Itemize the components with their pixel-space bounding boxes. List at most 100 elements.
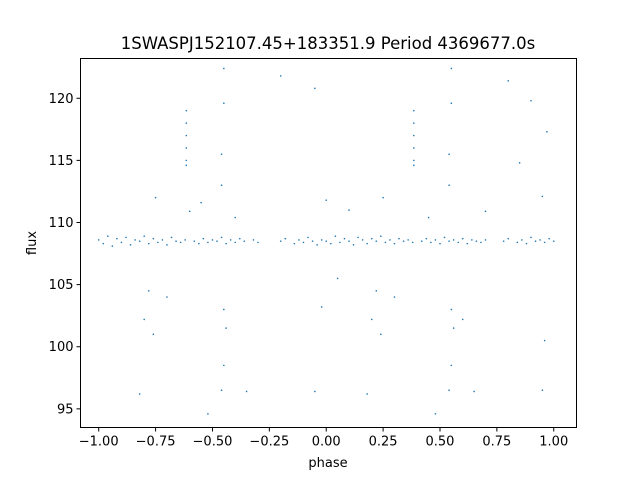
data-point: [393, 296, 396, 298]
data-point: [448, 184, 450, 187]
data-point: [393, 242, 396, 245]
x-tick-label: −0.50: [193, 435, 233, 450]
chart-title: 1SWASPJ152107.45+183351.9 Period 4369677…: [121, 34, 536, 53]
data-point: [457, 241, 459, 244]
data-point: [325, 199, 328, 201]
scatter-points: [97, 67, 555, 415]
data-point: [152, 237, 155, 240]
y-tick-label: 105: [49, 278, 74, 293]
data-point: [111, 245, 114, 247]
data-point: [202, 237, 205, 240]
y-axis-label: flux: [25, 231, 40, 255]
data-point: [516, 241, 519, 244]
data-point: [484, 210, 487, 213]
data-point: [207, 413, 209, 415]
data-point: [238, 237, 241, 240]
data-point: [143, 318, 146, 321]
data-point: [380, 235, 382, 237]
x-tick-label: 1.00: [539, 435, 568, 450]
data-point: [138, 240, 141, 242]
data-point: [252, 239, 255, 241]
data-point: [530, 236, 532, 239]
x-tick-label: −0.75: [136, 435, 176, 450]
data-point: [188, 210, 191, 213]
data-point: [543, 241, 546, 244]
data-point: [541, 195, 544, 198]
data-point: [185, 134, 188, 137]
data-point: [525, 242, 528, 245]
data-point: [484, 239, 487, 241]
data-point: [450, 102, 453, 105]
x-tick-label: 0.75: [482, 435, 511, 450]
data-point: [185, 122, 188, 124]
data-point: [448, 240, 450, 242]
data-point: [382, 196, 384, 199]
x-tick-label: 0.50: [426, 435, 455, 450]
data-point: [543, 339, 546, 342]
data-point: [129, 244, 132, 246]
data-point: [357, 236, 359, 239]
data-point: [166, 296, 168, 298]
data-point: [234, 216, 237, 219]
data-point: [293, 242, 296, 245]
y-axis: 95 100 105 110 115 120: [49, 92, 81, 417]
data-point: [336, 277, 339, 280]
data-point: [425, 237, 428, 240]
data-point: [220, 184, 223, 187]
data-point: [439, 242, 441, 245]
data-point: [413, 164, 415, 167]
data-point: [138, 393, 141, 395]
data-point: [450, 364, 453, 367]
data-point: [185, 109, 188, 112]
x-axis: −1.00 −0.75 −0.50 −0.25 0.00 0.25 0.50 0.75 1.00: [79, 427, 568, 450]
data-point: [413, 159, 415, 162]
data-point: [147, 290, 150, 292]
data-point: [152, 333, 155, 336]
data-point: [370, 318, 373, 321]
data-point: [223, 102, 225, 105]
data-point: [552, 240, 555, 242]
y-tick-label: 115: [49, 154, 74, 169]
data-point: [185, 147, 188, 149]
data-point: [102, 242, 105, 245]
data-point: [548, 237, 550, 240]
x-axis-label: phase: [308, 456, 347, 471]
data-point: [125, 236, 127, 239]
data-point: [339, 241, 341, 244]
data-point: [143, 235, 146, 237]
data-point: [147, 242, 150, 245]
data-point: [502, 240, 505, 242]
data-point: [316, 244, 318, 246]
data-point: [361, 239, 364, 241]
data-point: [452, 239, 455, 241]
data-point: [413, 109, 415, 112]
data-point: [352, 244, 355, 246]
data-point: [311, 240, 314, 242]
data-point: [348, 209, 350, 211]
data-point: [223, 364, 225, 367]
plot-frame: [80, 58, 577, 428]
data-point: [466, 242, 469, 245]
data-point: [434, 239, 437, 241]
data-point: [427, 216, 430, 219]
data-point: [157, 241, 159, 244]
data-point: [211, 239, 214, 241]
data-point: [480, 241, 482, 244]
data-point: [175, 240, 177, 242]
data-point: [420, 240, 423, 242]
data-point: [223, 67, 225, 70]
data-point: [200, 201, 202, 204]
data-point: [185, 159, 188, 162]
data-point: [398, 237, 400, 240]
data-point: [389, 239, 391, 241]
data-point: [245, 390, 248, 393]
data-point: [234, 241, 237, 244]
data-point: [307, 236, 309, 239]
data-point: [220, 236, 223, 239]
data-point: [475, 240, 478, 242]
data-point: [193, 240, 196, 242]
data-point: [116, 237, 118, 240]
data-point: [134, 239, 136, 241]
data-point: [518, 162, 521, 164]
